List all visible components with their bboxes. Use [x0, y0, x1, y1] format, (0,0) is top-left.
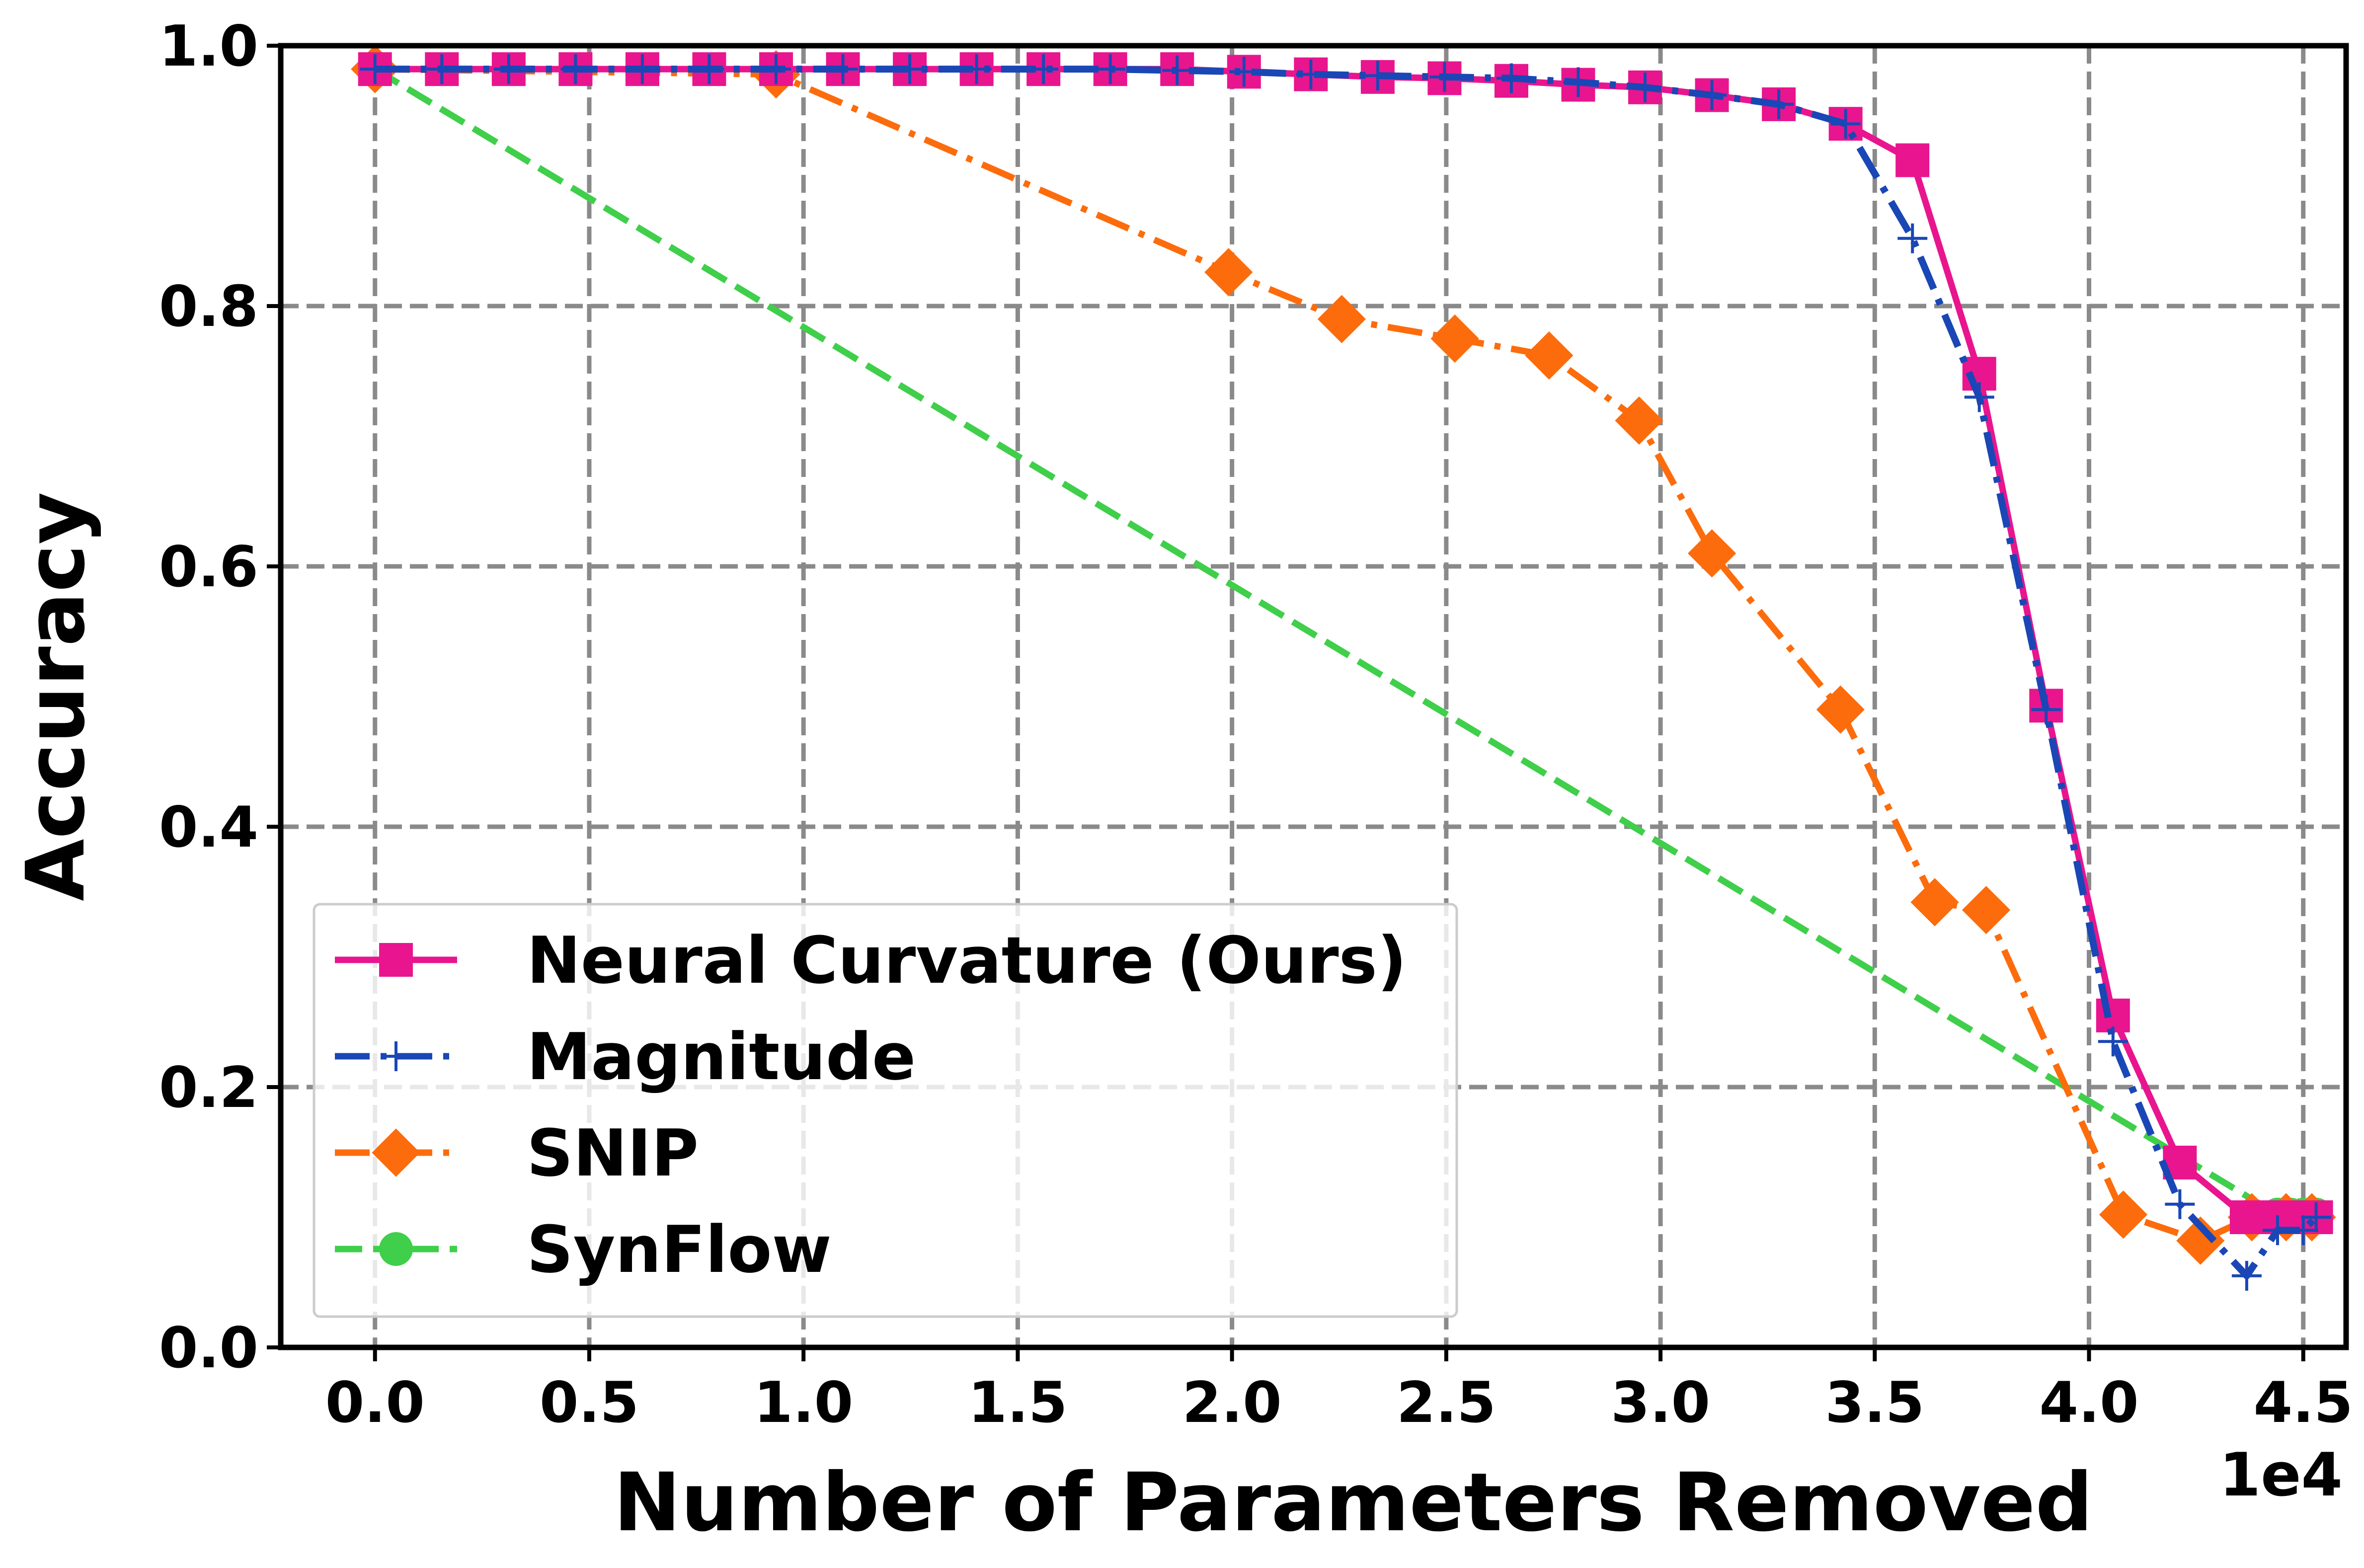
y-axis-label: Accuracy [9, 492, 103, 901]
x-tick-label: 4.5 [2254, 1370, 2353, 1435]
legend-label: Magnitude [527, 1019, 916, 1095]
x-tick-label: 3.5 [1825, 1370, 1924, 1435]
data-point [895, 54, 925, 84]
legend-item: SynFlow [335, 1212, 832, 1287]
data-point [360, 54, 390, 84]
x-axis-label: Number of Parameters Removed [614, 1456, 2093, 1550]
data-point [1615, 396, 1663, 445]
data-point [1362, 61, 1393, 91]
data-point [2176, 1216, 2225, 1265]
legend-box [313, 903, 1458, 1318]
x-tick-label: 3.0 [1611, 1370, 1710, 1435]
y-tick-label: 0.0 [159, 1315, 258, 1381]
x-axis-ticks: 0.0 0.5 1.0 1.5 2.0 2.5 3.0 3.5 4.0 4.5 [325, 1347, 2353, 1435]
y-axis-ticks: 0.0 0.2 0.4 0.6 0.8 1.0 [159, 13, 281, 1381]
legend-swatch-marker [381, 1041, 411, 1071]
legend-label: SNIP [527, 1115, 699, 1191]
data-point [1296, 59, 1326, 89]
y-tick-label: 0.2 [159, 1055, 258, 1120]
legend-item: Magnitude [335, 1019, 916, 1095]
y-tick-label: 0.4 [159, 794, 258, 860]
legend-swatch-marker [372, 1128, 420, 1177]
x-tick-label: 4.0 [2039, 1370, 2138, 1435]
data-point [2098, 1026, 2128, 1057]
data-point [1028, 54, 1059, 84]
data-point [1162, 55, 1192, 85]
x-tick-label: 1.0 [754, 1370, 853, 1435]
data-point [1964, 382, 1994, 412]
x-tick-label: 2.5 [1397, 1370, 1496, 1435]
y-tick-label: 0.8 [159, 274, 258, 339]
data-point [1687, 529, 1736, 578]
data-point [1897, 223, 1928, 253]
data-point [1229, 57, 1259, 87]
data-point [1525, 331, 1574, 380]
data-point [1764, 89, 1794, 119]
data-point [1895, 143, 1930, 177]
data-point [1204, 248, 1253, 297]
legend: Neural Curvature (Ours) Magnitude SNIP SynF… [313, 903, 1458, 1318]
data-point [1697, 80, 1727, 110]
data-point [627, 54, 657, 84]
data-point [694, 54, 724, 84]
data-point [1317, 295, 1366, 343]
data-point [1830, 109, 1861, 139]
data-point [493, 54, 524, 84]
x-tick-label: 2.0 [1182, 1370, 1282, 1435]
x-tick-label: 0.0 [325, 1370, 425, 1435]
data-point [2288, 1215, 2318, 1246]
data-point [2301, 1202, 2331, 1232]
data-point [2231, 1260, 2262, 1291]
data-point [1563, 67, 1593, 97]
data-point [1816, 685, 1865, 734]
data-point [828, 54, 858, 84]
x-tick-label: 0.5 [540, 1370, 639, 1435]
data-point [2263, 1215, 2293, 1246]
data-point [2165, 1189, 2195, 1219]
legend-item: SNIP [335, 1115, 699, 1191]
x-axis-offset-label: 1e4 [2219, 1441, 2343, 1510]
data-point [2229, 1200, 2264, 1234]
x-tick-label: 1.5 [968, 1370, 1067, 1435]
legend-item: Neural Curvature (Ours) [335, 923, 1407, 998]
plot-frame [278, 43, 2349, 1350]
data-point [1430, 314, 1479, 363]
data-point [427, 54, 457, 84]
series-magnitude [360, 54, 2331, 1291]
y-tick-label: 0.6 [159, 534, 258, 600]
data-point [2099, 1190, 2148, 1239]
series-line [375, 66, 2312, 1244]
data-point [2031, 695, 2061, 725]
data-point [961, 54, 992, 84]
legend-swatch-marker [379, 943, 413, 977]
legend-label: SynFlow [527, 1212, 832, 1287]
data-point [1962, 886, 2011, 935]
data-point [1429, 62, 1460, 92]
data-point [1910, 878, 1959, 927]
data-point [1496, 63, 1526, 93]
data-point [761, 54, 791, 84]
data-point [560, 54, 591, 84]
y-tick-label: 1.0 [159, 13, 258, 79]
legend-label: Neural Curvature (Ours) [527, 923, 1407, 998]
data-point [1095, 54, 1125, 84]
legend-swatch-marker [379, 1232, 413, 1266]
series-lines [351, 45, 2336, 1291]
data-point [1630, 72, 1660, 102]
